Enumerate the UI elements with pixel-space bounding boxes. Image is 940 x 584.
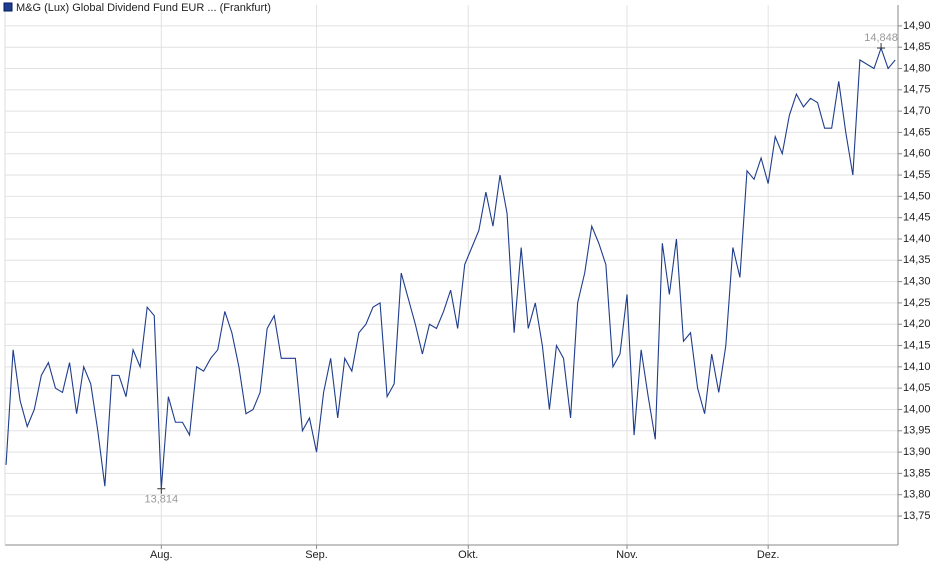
- x-tick-label: Sep.: [305, 549, 328, 561]
- y-tick-label: 13,90: [903, 446, 931, 458]
- y-tick-label: 13,95: [903, 425, 931, 437]
- y-tick-label: 14,10: [903, 361, 931, 373]
- y-tick-label: 14,15: [903, 339, 931, 351]
- x-tick-label: Okt.: [458, 549, 478, 561]
- legend-swatch: [3, 2, 13, 12]
- annotation-label: 14,848: [864, 32, 898, 44]
- x-tick-label: Aug.: [150, 549, 173, 561]
- y-tick-label: 14,50: [903, 190, 931, 202]
- y-tick-label: 13,85: [903, 467, 931, 479]
- annotation-label: 13,814: [144, 494, 178, 506]
- y-tick-label: 14,55: [903, 169, 931, 181]
- y-tick-label: 14,60: [903, 148, 931, 160]
- y-tick-label: 14,85: [903, 41, 931, 53]
- y-tick-label: 13,80: [903, 489, 931, 501]
- y-tick-label: 14,35: [903, 254, 931, 266]
- y-tick-label: 14,45: [903, 212, 931, 224]
- price-line: [5, 46, 896, 489]
- x-tick-label: Dez.: [757, 549, 780, 561]
- y-tick-label: 14,20: [903, 318, 931, 330]
- y-tick-label: 14,65: [903, 126, 931, 138]
- y-tick-label: 14,40: [903, 233, 931, 245]
- y-tick-label: 14,90: [903, 20, 931, 32]
- y-tick-label: 14,70: [903, 105, 931, 117]
- x-tick-label: Nov.: [616, 549, 638, 561]
- y-tick-label: 14,00: [903, 403, 931, 415]
- y-tick-label: 14,80: [903, 62, 931, 74]
- y-tick-label: 14,30: [903, 276, 931, 288]
- y-tick-label: 14,75: [903, 84, 931, 96]
- plot-area: [5, 5, 898, 545]
- y-tick-label: 13,75: [903, 510, 931, 522]
- y-tick-label: 14,05: [903, 382, 931, 394]
- y-tick-label: 14,25: [903, 297, 931, 309]
- legend-label: M&G (Lux) Global Dividend Fund EUR ... (…: [16, 2, 271, 14]
